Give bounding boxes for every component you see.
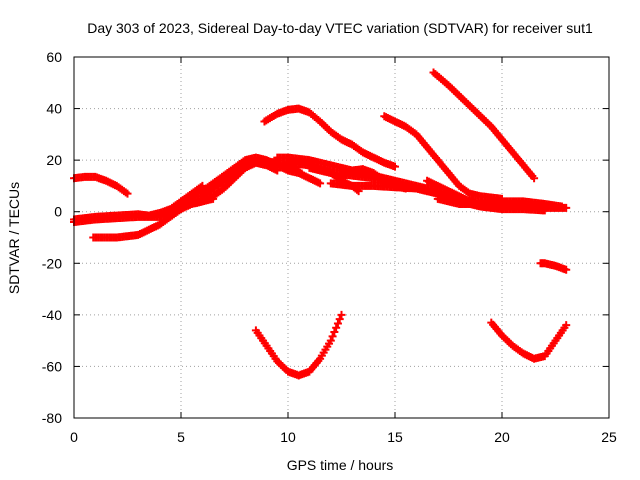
x-tick-label: 10: [280, 429, 296, 445]
data-point: [540, 206, 549, 215]
axis-ticks: 0 5 10 15 20 25 -80 -60 -40 -20 0 20 40 60: [42, 49, 617, 445]
data-point: [326, 336, 335, 345]
y-tick-label: 20: [46, 152, 62, 168]
data-point: [391, 162, 399, 171]
x-tick-label: 25: [601, 429, 617, 445]
data-point: [333, 319, 342, 328]
data-point: [330, 328, 339, 337]
x-tick-label: 0: [70, 429, 78, 445]
y-axis-label: SDTVAR / TECUs: [6, 182, 22, 294]
series-arc-15: [429, 68, 539, 183]
x-tick-label: 20: [494, 429, 510, 445]
y-tick-label: 60: [46, 49, 62, 65]
data-point: [530, 174, 539, 183]
x-tick-label: 5: [177, 429, 185, 445]
x-axis-label: GPS time / hours: [287, 457, 394, 473]
data-point: [316, 179, 325, 188]
y-tick-label: 0: [54, 204, 62, 220]
y-tick-label: -80: [42, 410, 62, 426]
data-point: [562, 203, 571, 212]
series-arc-14: [380, 112, 506, 203]
series-arc-4: [89, 194, 218, 242]
series-arc-7: [187, 157, 303, 208]
y-tick-label: -20: [42, 255, 62, 271]
series-arc-20: [251, 310, 346, 380]
grid-lines: [74, 57, 609, 418]
series-arc-1: [70, 172, 132, 198]
data-point: [328, 332, 337, 341]
y-tick-label: 40: [46, 101, 62, 117]
data-point: [562, 321, 571, 330]
x-tick-label: 15: [387, 429, 403, 445]
data-point: [337, 310, 346, 319]
data-point: [557, 202, 566, 211]
data-point: [332, 323, 341, 332]
data-point: [335, 315, 344, 324]
chart-title: Day 303 of 2023, Sidereal Day-to-day VTE…: [87, 20, 593, 36]
series-arc-21: [487, 318, 571, 363]
data-point: [273, 166, 282, 175]
data-point: [123, 189, 132, 198]
series-arc-18: [465, 197, 549, 215]
y-tick-label: -40: [42, 307, 62, 323]
plot-frame: [73, 56, 610, 419]
data-point: [562, 265, 571, 274]
series-arc-19: [536, 259, 571, 274]
data-points: [70, 68, 571, 380]
y-tick-label: -60: [42, 358, 62, 374]
series-arc-8: [260, 104, 399, 171]
